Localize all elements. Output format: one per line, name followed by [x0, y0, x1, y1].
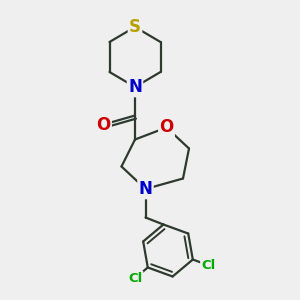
Text: O: O — [96, 116, 111, 134]
Text: Cl: Cl — [128, 272, 142, 285]
Text: O: O — [159, 118, 174, 136]
Text: Cl: Cl — [201, 259, 215, 272]
Text: N: N — [139, 180, 152, 198]
Text: N: N — [128, 78, 142, 96]
Text: S: S — [129, 18, 141, 36]
